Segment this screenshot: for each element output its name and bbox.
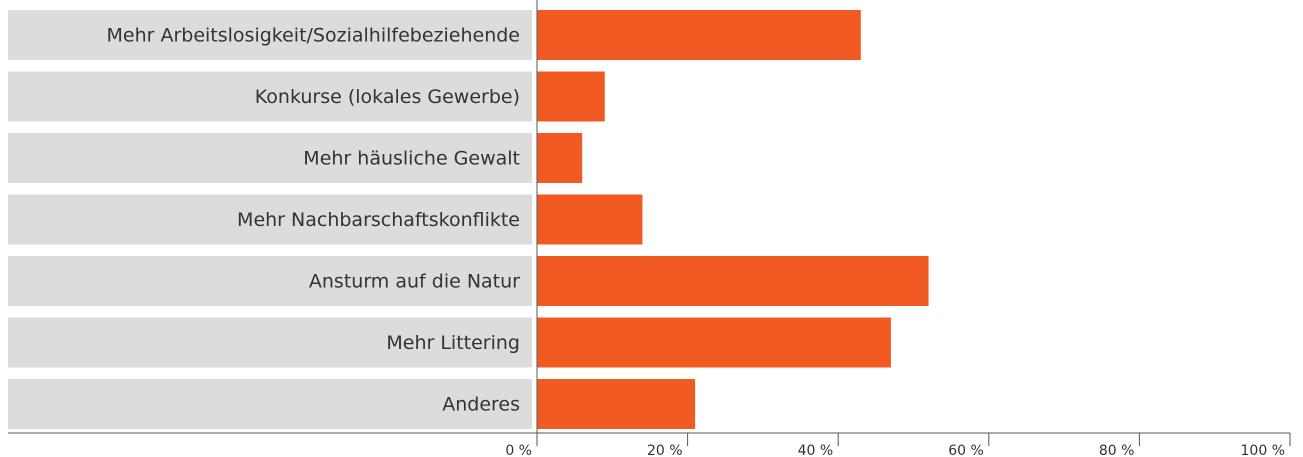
x-tick-label: 0 % [505,443,532,457]
bar [537,194,643,245]
category-label: Konkurse (lokales Gewerbe) [255,86,520,108]
category-label: Mehr Arbeitslosigkeit/Sozialhilfebeziehe… [106,25,520,47]
label-background [8,317,532,368]
bar [537,10,861,60]
category-label: Mehr Littering [386,332,520,354]
category-label: Mehr häusliche Gewalt [303,148,520,170]
category-label: Mehr Nachbarschaftskonflikte [237,209,520,231]
bar [537,317,891,368]
label-background [8,71,532,122]
bar [537,133,583,183]
x-tick-label: 100 % [1241,443,1285,457]
label-background [8,10,532,60]
x-tick-label: 40 % [798,443,834,457]
bar [537,379,696,429]
label-background [8,379,532,429]
label-background [8,133,532,183]
category-label: Ansturm auf die Natur [309,271,520,293]
bar [537,71,605,122]
x-tick-label: 20 % [647,443,683,457]
label-background [8,256,532,306]
category-label: Anderes [442,394,520,416]
x-tick-label: 80 % [1099,443,1135,457]
label-background [8,194,532,245]
x-tick-label: 60 % [948,443,984,457]
bar [537,256,929,306]
